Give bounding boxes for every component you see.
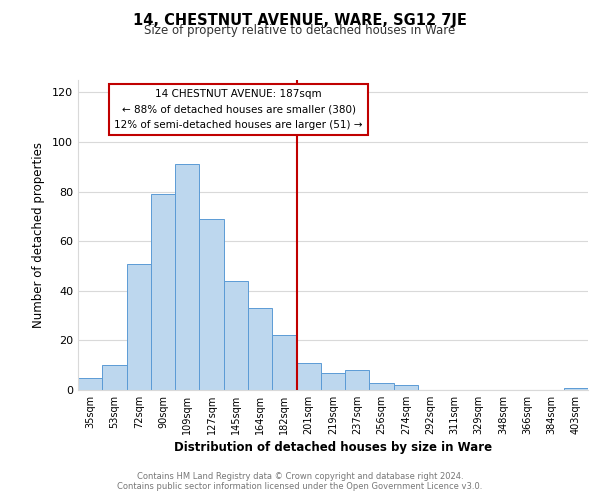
Bar [151,194,175,390]
Y-axis label: Number of detached properties: Number of detached properties [32,142,45,328]
X-axis label: Distribution of detached houses by size in Ware: Distribution of detached houses by size … [174,441,492,454]
Text: Size of property relative to detached houses in Ware: Size of property relative to detached ho… [145,24,455,37]
Bar [394,385,418,390]
Bar [272,336,296,390]
Bar [321,372,345,390]
Text: Contains HM Land Registry data © Crown copyright and database right 2024.: Contains HM Land Registry data © Crown c… [137,472,463,481]
Bar [345,370,370,390]
Bar [175,164,199,390]
Text: 14, CHESTNUT AVENUE, WARE, SG12 7JE: 14, CHESTNUT AVENUE, WARE, SG12 7JE [133,12,467,28]
Bar [248,308,272,390]
Bar [564,388,588,390]
Bar [78,378,102,390]
Bar [370,382,394,390]
Bar [296,362,321,390]
Bar [127,264,151,390]
Bar [102,365,127,390]
Bar [224,281,248,390]
Bar [199,219,224,390]
Text: 14 CHESTNUT AVENUE: 187sqm
← 88% of detached houses are smaller (380)
12% of sem: 14 CHESTNUT AVENUE: 187sqm ← 88% of deta… [115,90,363,130]
Text: Contains public sector information licensed under the Open Government Licence v3: Contains public sector information licen… [118,482,482,491]
